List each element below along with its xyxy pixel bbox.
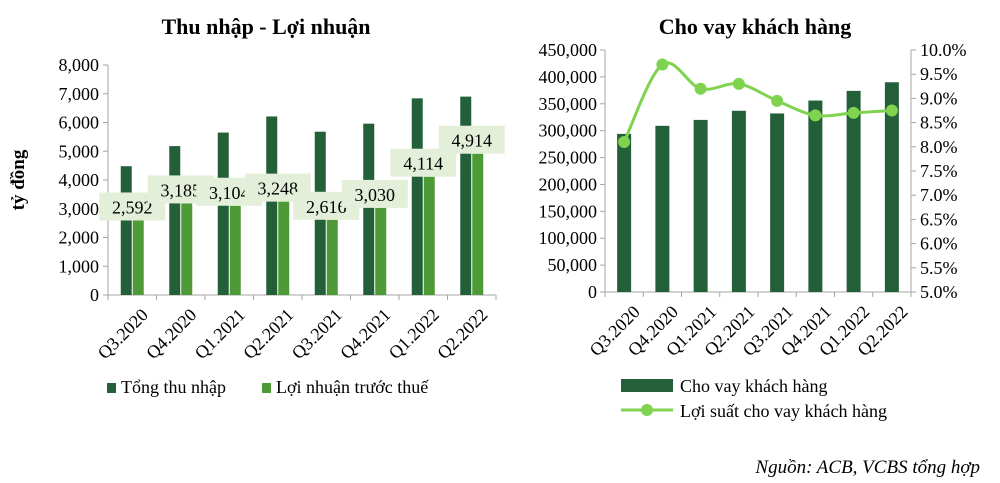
y-tick-label: 3,000	[59, 199, 100, 219]
y2-tick-label: 6.0%	[920, 234, 958, 254]
y-tick-label: 4,000	[59, 170, 100, 190]
data-label: 3,248	[258, 179, 299, 199]
bar-cho-vay	[846, 90, 861, 292]
y2-tick-label: 6.5%	[920, 209, 958, 229]
y-axis-label: tỷ đồng	[8, 149, 29, 210]
bar-tong-thu-nhap	[460, 96, 472, 295]
bar-loi-nhuan	[132, 220, 144, 295]
legend-label-loi-suat: Lợi suất cho vay khách hàng	[680, 401, 887, 421]
bar-loi-nhuan	[181, 203, 193, 295]
bar-cho-vay	[731, 110, 746, 292]
source-note: Nguồn: ACB, VCBS tổng hợp	[755, 457, 980, 478]
point-loi-suat	[885, 104, 898, 117]
chart-title: Cho vay khách hàng	[659, 14, 852, 39]
legend-swatch-loi-nhuan	[262, 383, 271, 393]
x-tick-label: Q1.2022	[385, 305, 443, 363]
y-tick-label: 5,000	[59, 141, 100, 161]
y-tick-label: 50,000	[548, 255, 598, 275]
y-tick-label: 400,000	[539, 67, 598, 87]
x-tick-label: Q3.2021	[288, 305, 346, 363]
bar-tong-thu-nhap	[363, 123, 375, 296]
data-label: 2,592	[112, 197, 153, 217]
y2-tick-label: 9.0%	[920, 88, 958, 108]
y2-tick-label: 5.5%	[920, 258, 958, 278]
y2-tick-label: 5.0%	[920, 282, 958, 302]
bar-cho-vay	[770, 113, 785, 292]
bar-cho-vay	[617, 133, 632, 292]
y2-tick-label: 9.5%	[920, 64, 958, 84]
data-label-box	[438, 125, 505, 154]
y-tick-label: 2,000	[59, 228, 100, 248]
point-loi-suat	[694, 82, 707, 95]
y2-tick-label: 7.0%	[920, 185, 958, 205]
data-label: 3,030	[355, 185, 396, 205]
x-tick-label: Q3.2020	[94, 305, 152, 363]
y-tick-label: 7,000	[59, 84, 100, 104]
bar-tong-thu-nhap	[217, 132, 229, 295]
bar-loi-nhuan	[472, 153, 484, 295]
bar-loi-nhuan	[326, 219, 338, 295]
x-tick-label: Q4.2021	[336, 305, 394, 363]
bar-tong-thu-nhap	[169, 146, 181, 295]
bar-cho-vay	[884, 82, 899, 293]
chart-title: Thu nhập - Lợi nhuận	[161, 14, 370, 39]
y-tick-label: 100,000	[539, 228, 598, 248]
x-tick-label: Q2.2022	[433, 305, 491, 363]
bar-tong-thu-nhap	[120, 166, 132, 295]
y-tick-label: 450,000	[539, 40, 598, 60]
data-label: 3,104	[209, 183, 250, 203]
y-tick-label: 150,000	[539, 201, 598, 221]
y2-tick-label: 10.0%	[920, 40, 967, 60]
bar-cho-vay	[655, 125, 670, 293]
bar-loi-nhuan	[229, 205, 241, 295]
legend-label-tong-thu-nhap: Tổng thu nhập	[121, 377, 226, 397]
legend-swatch-loi-suat-marker	[641, 404, 653, 416]
y2-tick-label: 8.0%	[920, 137, 958, 157]
y-tick-label: 1,000	[59, 256, 100, 276]
data-label: 4,914	[452, 131, 493, 151]
point-loi-suat	[847, 106, 860, 119]
legend-swatch-tong-thu-nhap	[107, 383, 116, 393]
x-tick-label: Q1.2021	[191, 305, 249, 363]
bar-tong-thu-nhap	[266, 116, 278, 296]
data-label: 2,616	[306, 197, 347, 217]
y2-tick-label: 8.5%	[920, 113, 958, 133]
y-tick-label: 0	[90, 285, 99, 305]
y-tick-label: 0	[588, 282, 597, 302]
legend-swatch-cho-vay	[621, 379, 673, 392]
customer-loans-chart: Cho vay khách hàng 0 50,000 100,000 150,000 2…	[539, 14, 967, 421]
y-tick-label: 8,000	[59, 55, 100, 75]
y-tick-label: 300,000	[539, 121, 598, 141]
y-tick-label: 200,000	[539, 174, 598, 194]
bar-tong-thu-nhap	[411, 98, 423, 295]
x-tick-label: Q2.2021	[239, 305, 297, 363]
data-label-box	[341, 179, 408, 208]
legend-label-cho-vay: Cho vay khách hàng	[680, 376, 827, 396]
y-tick-label: 6,000	[59, 113, 100, 133]
bar-cho-vay	[808, 100, 823, 292]
bar-loi-nhuan	[423, 176, 435, 295]
x-tick-label: Q4.2020	[142, 305, 200, 363]
data-label: 4,114	[403, 154, 443, 174]
bar-loi-nhuan	[375, 207, 387, 295]
y-tick-label: 350,000	[539, 94, 598, 114]
y2-tick-label: 7.5%	[920, 161, 958, 181]
point-loi-suat	[618, 135, 631, 148]
income-profit-chart: Thu nhập - Lợi nhuận tỷ đồng 0 1,000 2,000 3,…	[8, 14, 505, 397]
bar-loi-nhuan	[278, 201, 290, 295]
point-loi-suat	[732, 77, 745, 90]
point-loi-suat	[771, 94, 784, 107]
point-loi-suat	[656, 58, 669, 71]
legend-label-loi-nhuan: Lợi nhuận trước thuế	[276, 377, 429, 397]
point-loi-suat	[809, 109, 822, 122]
y-tick-label: 250,000	[539, 148, 598, 168]
bar-cho-vay	[693, 119, 708, 293]
data-label: 3,185	[161, 180, 202, 200]
